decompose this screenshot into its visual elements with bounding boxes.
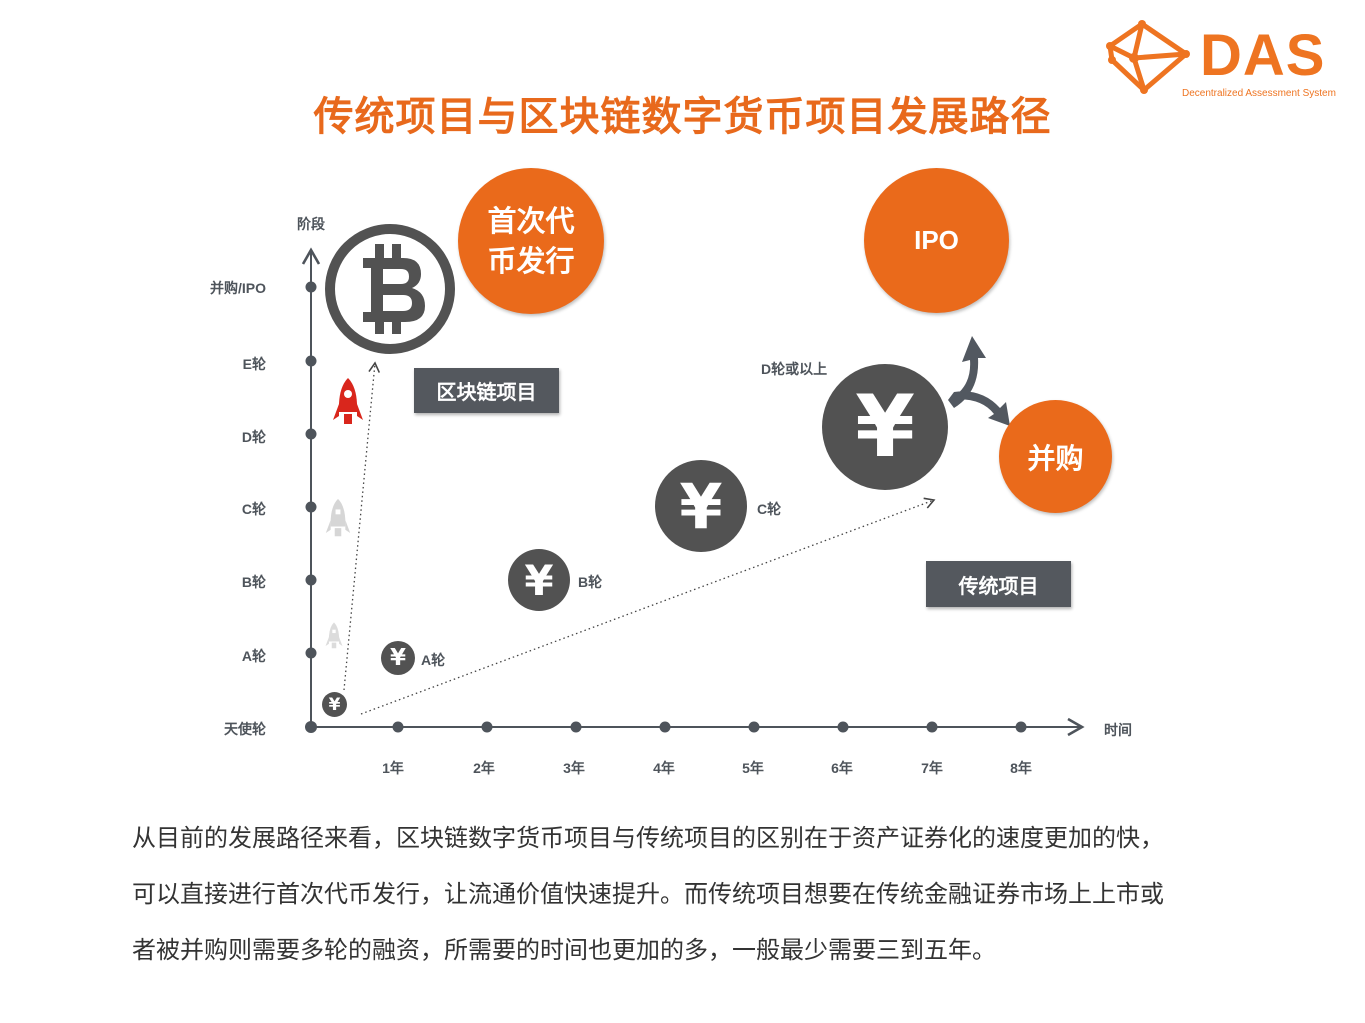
ico-bubble-line2: 币发行 (487, 244, 575, 278)
yuan-coin-icon-c: ¥ (655, 460, 747, 552)
y-tick-label: D轮 (241, 429, 266, 445)
coin-label-c: C轮 (757, 501, 782, 517)
das-logo-icon (1106, 20, 1190, 94)
blockchain-project-label: 区块链项目 (414, 368, 559, 413)
x-tick-label: 1年 (382, 760, 404, 776)
ipo-bubble: IPO (864, 168, 1009, 313)
x-tick-label: 7年 (921, 760, 943, 776)
logo-wordmark: DAS (1200, 23, 1326, 88)
yuan-coin-icon-a: ¥ (381, 641, 415, 675)
paragraph-line-2: 可以直接进行首次代币发行，让流通价值快速提升。而传统项目想要在传统金融证券市场上… (132, 880, 1164, 908)
yuan-coin-icon-angel: ¥ (322, 692, 347, 717)
logo-subtitle: Decentralized Assessment System (1182, 88, 1336, 99)
y-tick-label: C轮 (241, 501, 266, 517)
ico-bubble-line1: 首次代 (487, 204, 575, 238)
x-tick-label: 6年 (831, 760, 853, 776)
y-axis-title: 阶段 (297, 216, 325, 232)
paragraph-line-1: 从目前的发展路径来看，区块链数字货币项目与传统项目的区别在于资产证券化的速度更加… (132, 824, 1164, 852)
rocket-gray-icon (325, 498, 351, 537)
y-tick-label: 并购/IPO (209, 280, 266, 296)
traditional-path-line (360, 497, 936, 715)
x-tick-label: 4年 (653, 760, 675, 776)
y-tick-label: A轮 (241, 648, 266, 664)
rocket-gray-small-icon (325, 622, 343, 649)
coin-label-a: A轮 (421, 652, 446, 668)
x-axis-title: 时间 (1104, 722, 1132, 738)
x-tick-label: 5年 (742, 760, 764, 776)
y-tick-label: 天使轮 (224, 721, 266, 737)
blockchain-path-line (343, 361, 381, 691)
ico-bubble: 首次代 币发行 (458, 168, 604, 314)
acquisition-bubble: 并购 (999, 400, 1112, 513)
y-tick-label: B轮 (241, 574, 266, 590)
coin-label-d-plus: D轮或以上 (761, 361, 828, 377)
y-tick-label: E轮 (242, 356, 266, 372)
yuan-coin-icon-d: ¥ (822, 364, 948, 490)
page-title: 传统项目与区块链数字货币项目发展路径 (313, 94, 1052, 140)
x-tick-label: 8年 (1010, 760, 1032, 776)
bitcoin-icon (325, 224, 455, 354)
paragraph-line-3: 者被并购则需要多轮的融资，所需要的时间也更加的多，一般最少需要三到五年。 (132, 936, 996, 964)
split-arrow-icon (948, 336, 1010, 426)
traditional-project-label: 传统项目 (926, 561, 1071, 607)
x-tick-label: 3年 (563, 760, 585, 776)
rocket-red-icon (333, 378, 363, 424)
yuan-coin-icon-b: ¥ (508, 549, 570, 611)
x-tick-label: 2年 (473, 760, 495, 776)
coin-label-b: B轮 (578, 574, 603, 590)
